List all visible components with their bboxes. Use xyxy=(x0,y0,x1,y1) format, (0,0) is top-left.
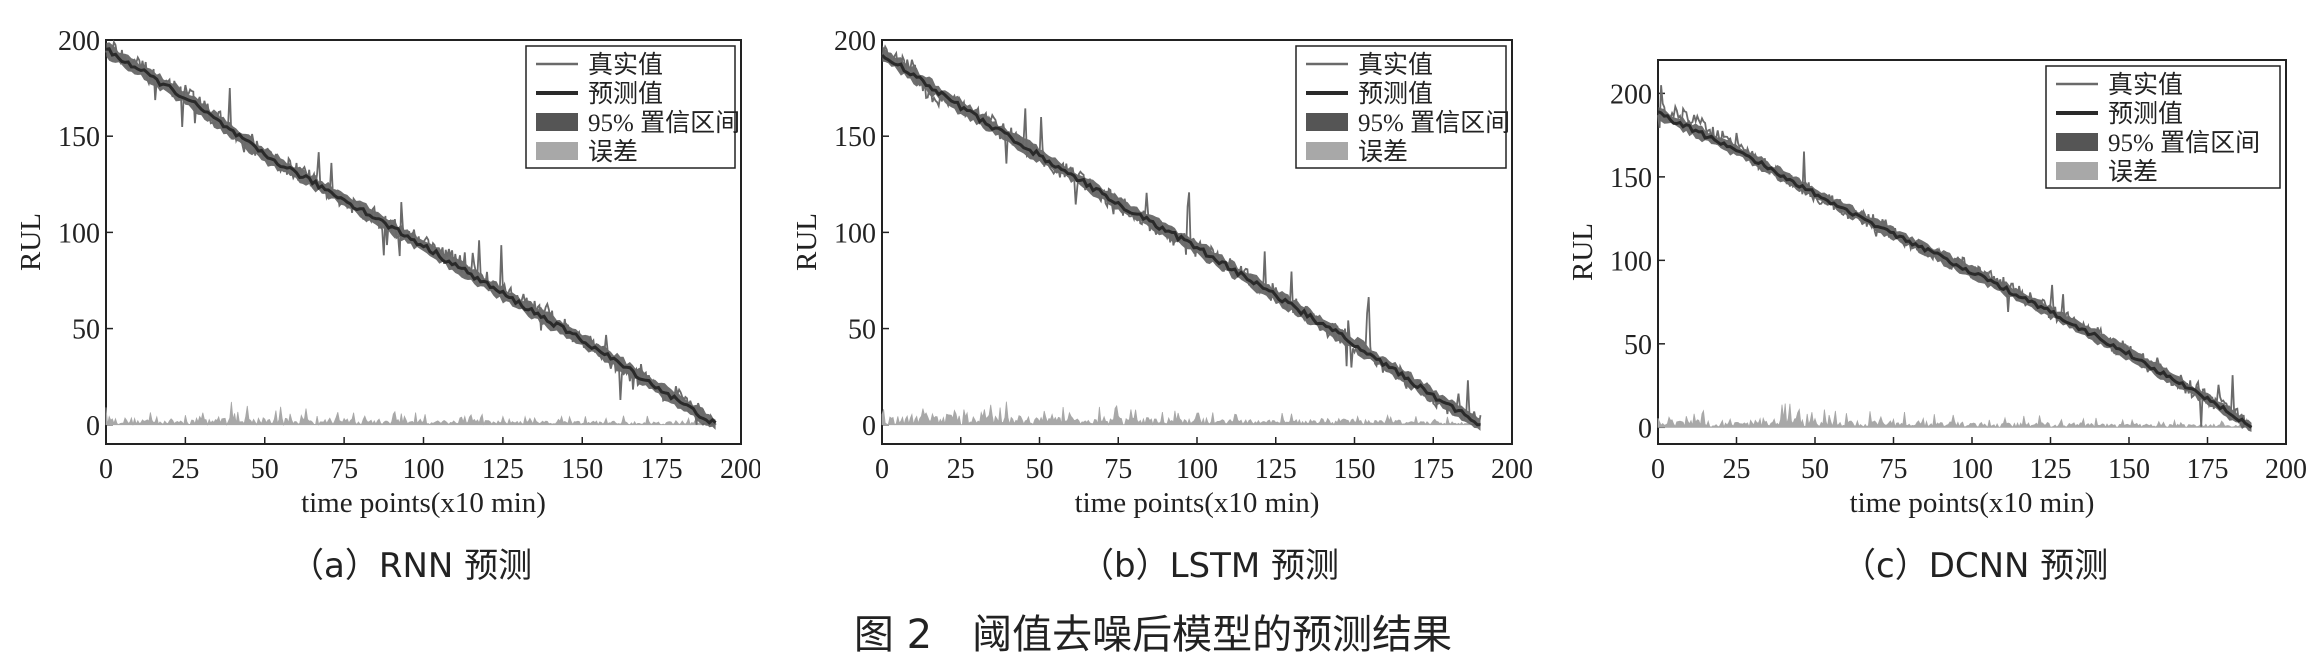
legend-swatch-err xyxy=(1306,142,1348,160)
y-axis-label: RUL xyxy=(791,213,823,271)
y-tick-label: 50 xyxy=(72,315,100,346)
y-tick-label: 0 xyxy=(1638,413,1652,444)
x-tick-label: 100 xyxy=(403,454,445,485)
legend-swatch-ci xyxy=(2056,133,2098,151)
x-tick-label: 175 xyxy=(2187,454,2229,485)
y-tick-label: 0 xyxy=(86,411,100,442)
legend-label-pred: 预测值 xyxy=(588,80,663,108)
y-tick-label: 50 xyxy=(848,315,876,346)
chart-panel-rnn: 0 25 50 75 100 125 150 175 200 0 50 100 150 200 time p… xyxy=(0,0,762,540)
x-axis-label: time points(x10 min) xyxy=(1850,487,2095,519)
x-tick-label: 200 xyxy=(720,454,760,485)
legend-label-true: 真实值 xyxy=(588,51,663,79)
figure-caption: 图 2 阈值去噪后模型的预测结果 xyxy=(853,612,1453,658)
chart-panel-lstm: 0 25 50 75 100 125 150 175 200 0 50 100 150 200 time p… xyxy=(776,0,1536,540)
x-tick-label: 100 xyxy=(1951,454,1993,485)
y-tick-label: 150 xyxy=(834,122,876,153)
x-tick-label: 100 xyxy=(1176,454,1218,485)
x-tick-label: 0 xyxy=(875,454,889,485)
legend-label-ci: 95% 置信区间 xyxy=(1358,109,1510,137)
legend-label-err: 误差 xyxy=(588,138,638,166)
y-tick-label: 150 xyxy=(58,122,100,153)
x-tick-label: 25 xyxy=(171,454,199,485)
y-tick-label: 0 xyxy=(862,411,876,442)
x-tick-label: 25 xyxy=(947,454,975,485)
x-tick-label: 50 xyxy=(1801,454,1829,485)
y-tick-label: 100 xyxy=(1610,246,1652,277)
x-tick-label: 75 xyxy=(1104,454,1132,485)
legend-label-true: 真实值 xyxy=(2108,71,2183,99)
x-tick-label: 125 xyxy=(2030,454,2072,485)
legend-label-pred: 预测值 xyxy=(2108,100,2183,128)
chart-lstm: 0 25 50 75 100 125 150 175 200 0 50 100 150 200 time p… xyxy=(791,26,1533,519)
y-axis-label: RUL xyxy=(1567,223,1599,281)
y-tick-label: 50 xyxy=(1624,330,1652,361)
x-tick-label: 150 xyxy=(2108,454,2150,485)
x-tick-label: 150 xyxy=(1334,454,1376,485)
legend-label-err: 误差 xyxy=(1358,138,1408,166)
subcaption-rnn: （a）RNN 预测 xyxy=(290,546,533,586)
x-tick-label: 175 xyxy=(1412,454,1454,485)
true-value-series xyxy=(105,39,717,426)
legend-label-ci: 95% 置信区间 xyxy=(2108,129,2260,157)
error-series xyxy=(105,401,716,427)
chart-panel-dcnn: 0 25 50 75 100 125 150 175 200 0 50 100 150 200 time p… xyxy=(1552,0,2306,540)
predicted-series xyxy=(880,54,1481,427)
y-tick-label: 200 xyxy=(834,26,876,57)
legend-label-err: 误差 xyxy=(2108,158,2158,186)
x-tick-label: 0 xyxy=(99,454,113,485)
legend-swatch-err xyxy=(536,142,578,160)
chart-rnn: 0 25 50 75 100 125 150 175 200 0 50 100 150 200 time p… xyxy=(15,26,762,519)
x-tick-label: 125 xyxy=(1255,454,1297,485)
x-tick-label: 50 xyxy=(1026,454,1054,485)
y-tick-label: 200 xyxy=(1610,79,1652,110)
predicted-series xyxy=(1657,110,2253,429)
x-tick-label: 200 xyxy=(1491,454,1533,485)
x-tick-label: 25 xyxy=(1723,454,1751,485)
confidence-band xyxy=(106,42,716,430)
subcaption-lstm: （b）LSTM 预测 xyxy=(1080,546,1340,586)
legend-label-pred: 预测值 xyxy=(1358,80,1433,108)
legend-swatch-ci xyxy=(1306,113,1348,131)
y-tick-label: 100 xyxy=(58,218,100,249)
x-tick-label: 125 xyxy=(482,454,524,485)
x-tick-label: 150 xyxy=(561,454,603,485)
legend-swatch-ci xyxy=(536,113,578,131)
y-axis-label: RUL xyxy=(15,213,47,271)
predicted-series xyxy=(105,47,717,425)
y-tick-label: 100 xyxy=(834,218,876,249)
chart-dcnn: 0 25 50 75 100 125 150 175 200 0 50 100 150 200 time p… xyxy=(1567,59,2306,519)
x-tick-label: 50 xyxy=(251,454,279,485)
legend-swatch-err xyxy=(2056,162,2098,180)
legend-label-ci: 95% 置信区间 xyxy=(588,109,740,137)
x-axis-label: time points(x10 min) xyxy=(1075,487,1320,519)
error-series xyxy=(1657,403,2252,429)
true-value-series xyxy=(1657,85,2252,429)
x-tick-label: 0 xyxy=(1651,454,1665,485)
error-series xyxy=(881,401,1481,426)
y-tick-label: 200 xyxy=(58,26,100,57)
subcaption-dcnn: （c）DCNN 预测 xyxy=(1842,546,2109,586)
x-tick-label: 200 xyxy=(2265,454,2306,485)
x-tick-label: 175 xyxy=(641,454,683,485)
x-tick-label: 75 xyxy=(330,454,358,485)
legend-label-true: 真实值 xyxy=(1358,51,1433,79)
x-axis-label: time points(x10 min) xyxy=(301,487,546,519)
x-tick-label: 75 xyxy=(1880,454,1908,485)
y-tick-label: 150 xyxy=(1610,163,1652,194)
